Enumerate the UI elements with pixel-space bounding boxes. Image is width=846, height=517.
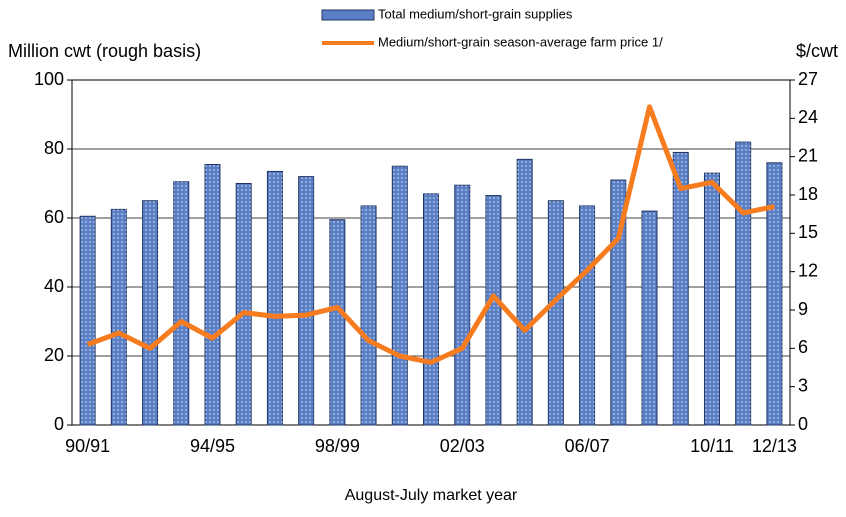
bar-texture [548, 200, 564, 425]
y-tick-label: 100 [34, 69, 64, 89]
y2-axis-title: $/cwt [796, 41, 838, 61]
y2-tick-label: 15 [798, 222, 818, 242]
bar-texture [111, 209, 127, 425]
x-tick-label: 10/11 [690, 436, 734, 456]
bar-texture [704, 173, 720, 425]
x-tick-label: 06/07 [565, 436, 610, 456]
price-line [86, 104, 775, 365]
bar-texture [579, 205, 595, 425]
x-tick-label: 98/99 [315, 436, 360, 456]
bar-texture [298, 176, 314, 425]
legend-swatch [321, 9, 375, 21]
y-tick-label: 0 [54, 414, 64, 434]
bar-texture [204, 164, 220, 425]
bar-texture [517, 159, 533, 425]
y2-tick-label: 0 [798, 414, 808, 434]
bar-texture [80, 216, 96, 425]
y2-tick-label: 24 [798, 107, 818, 127]
y-axis-title: Million cwt (rough basis) [8, 41, 201, 61]
bar-texture [267, 171, 283, 425]
bar-texture [142, 200, 158, 425]
y-tick-label: 20 [44, 345, 64, 365]
bar-texture [454, 185, 470, 425]
y2-tick-label: 21 [798, 145, 818, 165]
bar-texture [392, 166, 408, 425]
bar-texture [673, 152, 689, 425]
bar-texture [485, 195, 501, 425]
y2-tick-label: 3 [798, 375, 808, 395]
bar-texture [329, 219, 345, 425]
y2-tick-label: 18 [798, 184, 818, 204]
bar-texture [361, 205, 377, 425]
bar-texture [735, 142, 751, 425]
bar-texture [642, 211, 658, 425]
bar-texture [236, 183, 252, 425]
x-tick-label: 02/03 [440, 436, 485, 456]
bar-texture [766, 162, 782, 426]
y2-tick-label: 9 [798, 299, 808, 319]
x-axis-title: August-July market year [345, 487, 518, 504]
y-tick-label: 80 [44, 138, 64, 158]
legend-label: Medium/short-grain season-average farm p… [378, 34, 663, 49]
y-tick-label: 40 [44, 276, 64, 296]
y2-tick-label: 27 [798, 69, 818, 89]
bar-texture [423, 193, 439, 425]
x-tick-label: 94/95 [190, 436, 235, 456]
y2-tick-label: 12 [798, 260, 818, 280]
x-tick-label: 12/13 [752, 436, 797, 456]
y-tick-label: 60 [44, 207, 64, 227]
bar-texture [173, 181, 189, 425]
y2-tick-label: 6 [798, 337, 808, 357]
x-tick-label: 90/91 [65, 436, 110, 456]
legend-label: Total medium/short-grain supplies [378, 6, 573, 21]
